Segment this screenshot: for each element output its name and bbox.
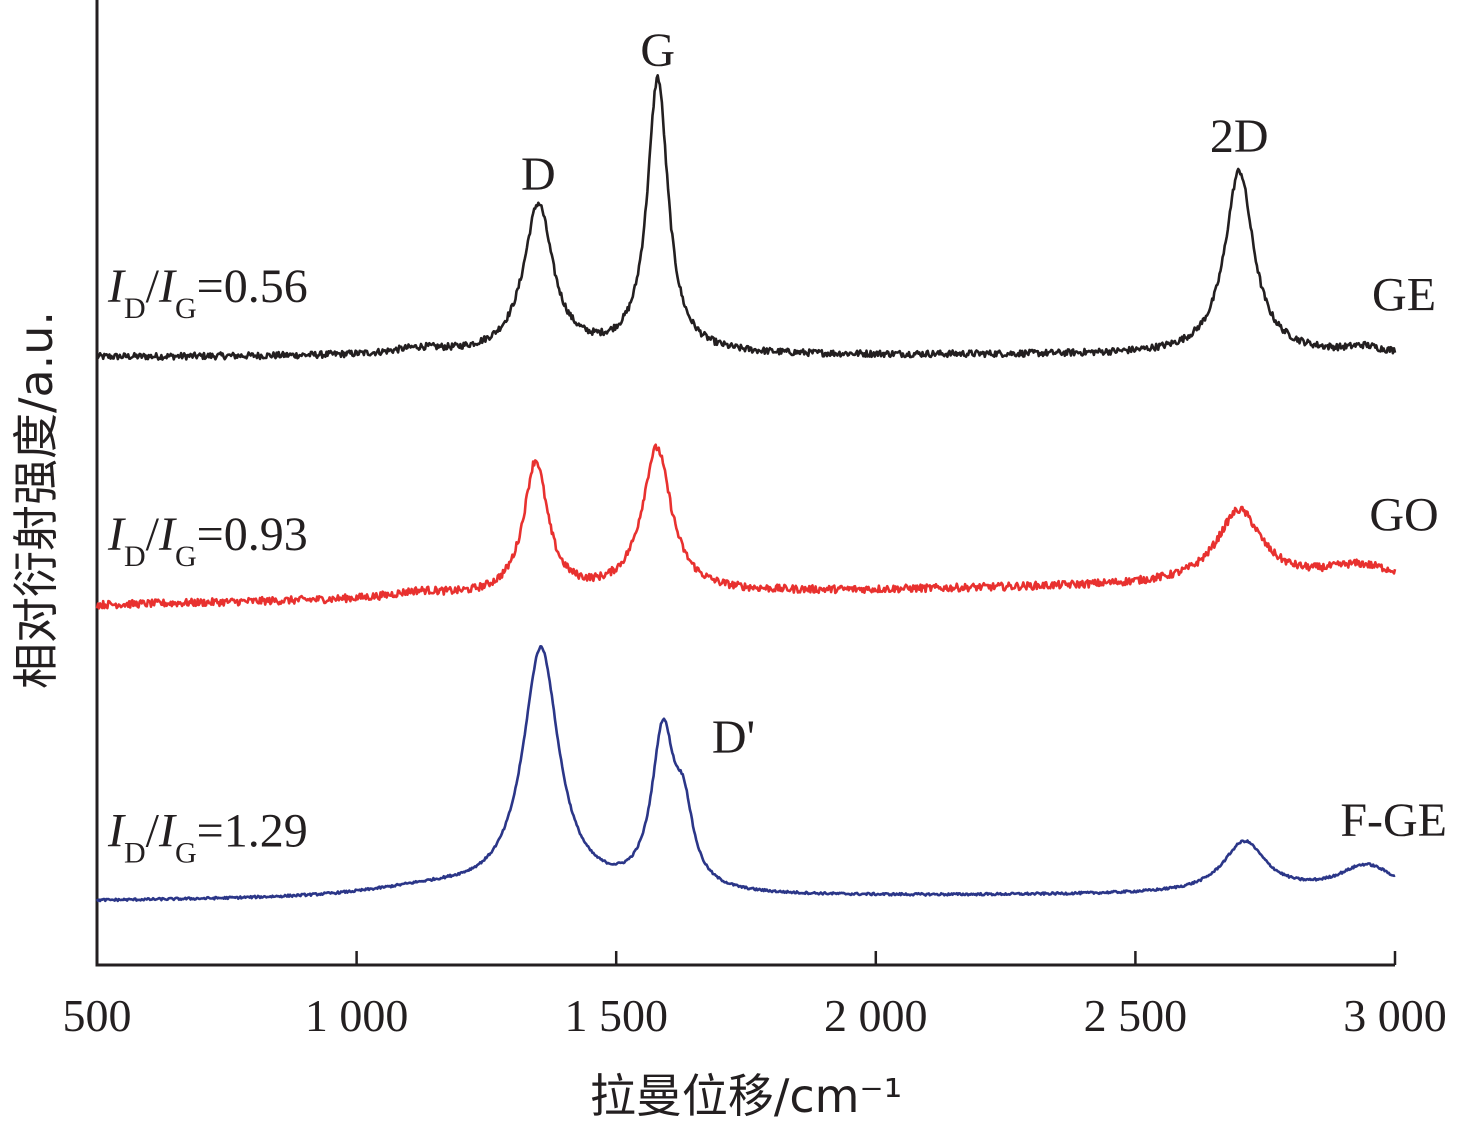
ratio-slash: / — [146, 260, 160, 313]
ratio-sub-g: G — [175, 836, 197, 869]
ratio-sub-g: G — [175, 540, 197, 573]
peak-label-g: G — [640, 24, 675, 77]
y-axis-title: 相对衍射强度/a.u. — [9, 311, 63, 689]
peak-label-dprime: D' — [712, 711, 755, 764]
ratio-slash: / — [146, 508, 160, 561]
series-label-f-ge: F-GE — [1340, 794, 1447, 847]
series-line-ge — [95, 74, 1397, 361]
ratio-sub-d: D — [124, 836, 146, 869]
x-tick-label: 1 500 — [564, 990, 668, 1041]
peak-label-d: D — [521, 148, 556, 201]
ratio-value: =0.56 — [197, 260, 308, 313]
ratio-sub-g: G — [175, 292, 197, 325]
x-axis-title: 拉曼位移/cm⁻¹ — [590, 1069, 902, 1123]
x-tick-label: 500 — [63, 990, 132, 1041]
ratio-sub-d: D — [124, 292, 146, 325]
series-line-f-ge — [95, 644, 1396, 903]
x-tick-label: 2 000 — [824, 990, 928, 1041]
ratio-i-d: I — [107, 260, 126, 313]
ratio-slash: / — [146, 804, 160, 857]
ratio-i-g: I — [158, 260, 177, 313]
ratio-label-go: ID/IG=0.93 — [107, 508, 308, 573]
ratio-i-d: I — [107, 804, 126, 857]
series-label-ge: GE — [1372, 268, 1436, 321]
label-layer: GEID/IG=0.56GOID/IG=0.93F-GEID/IG=1.29DG… — [107, 24, 1447, 869]
x-tick-label: 2 500 — [1084, 990, 1188, 1041]
x-tick-label: 1 000 — [305, 990, 409, 1041]
axes: 500 1 000 1 500 2 000 2 500 3 000 拉曼位移/cm⁻¹ 相对衍… — [9, 0, 1447, 1123]
ratio-value: =0.93 — [197, 508, 308, 561]
ratio-value: =1.29 — [197, 804, 308, 857]
series-label-go: GO — [1369, 488, 1438, 541]
ratio-i-g: I — [158, 508, 177, 561]
ratio-sub-d: D — [124, 540, 146, 573]
series-layer — [95, 74, 1397, 903]
x-tick-label: 3 000 — [1343, 990, 1447, 1041]
ratio-i-g: I — [158, 804, 177, 857]
ratio-label-ge: ID/IG=0.56 — [107, 260, 308, 325]
ratio-i-d: I — [107, 508, 126, 561]
series-line-go — [95, 443, 1397, 610]
ratio-label-f-ge: ID/IG=1.29 — [107, 804, 308, 869]
peak-label-2d: 2D — [1210, 110, 1269, 163]
